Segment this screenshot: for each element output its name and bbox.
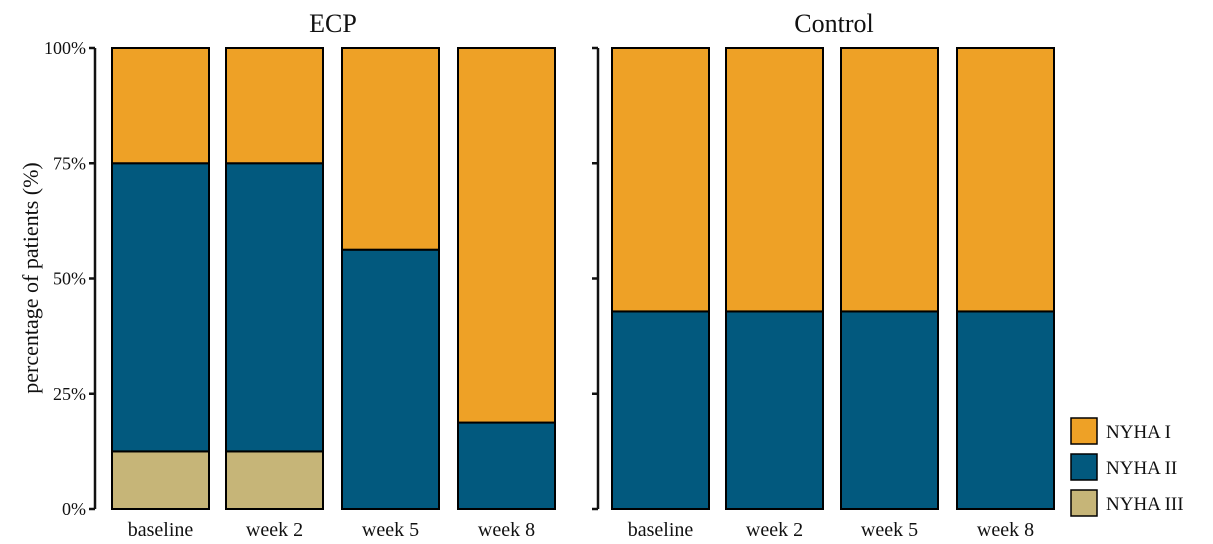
y-tick-label: 0%: [62, 499, 86, 519]
legend-label: NYHA III: [1106, 494, 1184, 515]
legend: NYHA I NYHA II NYHA III: [1070, 417, 1184, 517]
x-tick-label: week 8: [478, 519, 535, 541]
bar-segment-nyha-ii: [725, 310, 824, 510]
bar-segment-nyha-ii: [611, 310, 710, 510]
bar-segment-nyha-ii: [111, 162, 210, 453]
x-tick-label: baseline: [128, 519, 194, 541]
y-tick-label: 25%: [53, 384, 86, 404]
bar-segment-nyha-i: [341, 47, 440, 251]
bar-segment-nyha-ii: [457, 421, 556, 510]
x-tick-label: week 2: [246, 519, 303, 541]
y-tick-label: 100%: [44, 38, 86, 58]
panel-title: ECP: [309, 9, 357, 38]
legend-label: NYHA II: [1106, 458, 1177, 479]
bar-segment-nyha-iii: [225, 450, 324, 510]
x-tick-label: week 5: [861, 519, 918, 541]
bar-segment-nyha-ii: [956, 310, 1055, 510]
bar-segment-nyha-ii: [840, 310, 939, 510]
bar-segment-nyha-iii: [111, 450, 210, 510]
y-tick-label: 50%: [53, 269, 86, 289]
y-tick-label: 75%: [53, 153, 86, 173]
legend-swatch: [1070, 417, 1098, 445]
bar-segment-nyha-i: [840, 47, 939, 313]
y-axis-label: percentage of patients (%): [18, 162, 43, 394]
bar-segment-nyha-ii: [341, 248, 440, 510]
legend-swatch: [1070, 489, 1098, 517]
panels: ECP 0% 25% 50% 75% 100% baseline week 2 week 5 we…: [44, 9, 1055, 541]
panel-0: ECP 0% 25% 50% 75% 100% baseline week 2 week 5 we…: [44, 9, 556, 541]
bar-segment-nyha-i: [611, 47, 710, 313]
bar-segment-nyha-i: [956, 47, 1055, 313]
x-tick-label: baseline: [628, 519, 694, 541]
legend-label: NYHA I: [1106, 422, 1171, 443]
bar-segment-nyha-i: [725, 47, 824, 313]
bar-segment-nyha-i: [111, 47, 210, 165]
bar-segment-nyha-i: [225, 47, 324, 165]
x-tick-label: week 2: [746, 519, 803, 541]
x-tick-label: week 5: [362, 519, 419, 541]
legend-swatch: [1070, 453, 1098, 481]
x-tick-label: week 8: [977, 519, 1034, 541]
panel-1: Control baseline week 2 week 5 week 8: [592, 9, 1055, 541]
bar-segment-nyha-ii: [225, 162, 324, 453]
bar-segment-nyha-i: [457, 47, 556, 424]
panel-title: Control: [794, 9, 873, 38]
